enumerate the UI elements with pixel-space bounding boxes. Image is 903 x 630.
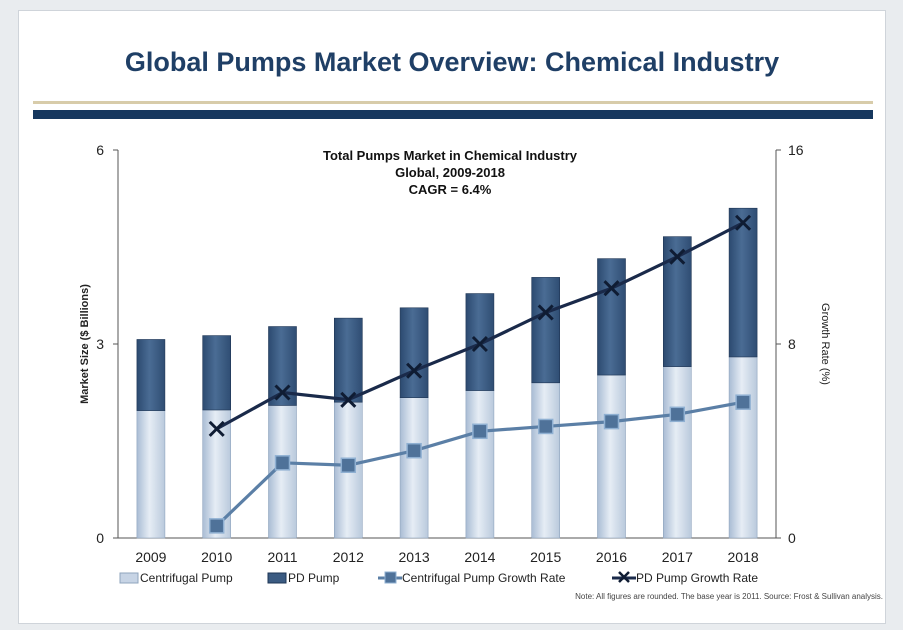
y2-axis-label: Growth Rate (%) bbox=[819, 303, 831, 385]
centrifugal-growth-marker-6 bbox=[603, 413, 620, 430]
x-tick-label-2013: 2013 bbox=[399, 549, 430, 565]
pd-growth-marker-5 bbox=[537, 304, 554, 321]
chart-title: Total Pumps Market in Chemical Industry bbox=[323, 148, 578, 163]
bar-centrifugal-2016 bbox=[597, 374, 626, 539]
centrifugal-growth-marker-7 bbox=[669, 406, 686, 423]
bar-centrifugal-2013 bbox=[399, 397, 429, 539]
legend-swatch-0 bbox=[119, 572, 139, 584]
left-tick-label-0: 0 bbox=[96, 530, 104, 546]
legend-label-0: Centrifugal Pump bbox=[140, 571, 233, 585]
gold-divider bbox=[33, 101, 873, 104]
pd-growth-marker-1 bbox=[274, 384, 291, 401]
left-tick-label-6: 6 bbox=[96, 142, 104, 158]
navy-divider bbox=[33, 110, 873, 119]
bar-centrifugal-2015 bbox=[531, 382, 561, 539]
x-tick-label-2014: 2014 bbox=[464, 549, 495, 565]
bar-pd-2016 bbox=[597, 258, 626, 376]
chart-subtitle-0: Global, 2009-2018 bbox=[395, 165, 505, 180]
bar-centrifugal-2017 bbox=[662, 366, 692, 539]
x-tick-label-2009: 2009 bbox=[135, 549, 166, 565]
legend-label-1: PD Pump bbox=[288, 571, 340, 585]
slide-title: Global Pumps Market Overview: Chemical I… bbox=[124, 47, 780, 77]
centrifugal-growth-marker-8 bbox=[735, 394, 751, 410]
pd-growth-marker-0 bbox=[208, 420, 225, 437]
legend-label-2: Centrifugal Pump Growth Rate bbox=[402, 571, 566, 585]
x-tick-label-2018: 2018 bbox=[728, 549, 759, 565]
centrifugal-growth-marker-5 bbox=[537, 418, 554, 435]
bar-pd-2010 bbox=[202, 335, 231, 411]
right-tick-label-8: 8 bbox=[788, 336, 796, 352]
legend-swatch-2 bbox=[384, 571, 397, 584]
legend-swatch-3 bbox=[618, 571, 630, 583]
x-tick-label-2015: 2015 bbox=[530, 549, 561, 565]
pd-growth-marker-3 bbox=[406, 362, 423, 379]
centrifugal-growth-marker-2 bbox=[340, 457, 357, 473]
y-axis-label: Market Size ($ Billions) bbox=[79, 284, 91, 404]
centrifugal-growth-marker-3 bbox=[406, 442, 422, 459]
bar-centrifugal-2009 bbox=[136, 410, 166, 539]
x-tick-label-2010: 2010 bbox=[201, 549, 232, 565]
legend-label-3: PD Pump Growth Rate bbox=[636, 571, 758, 585]
bar-pd-2012 bbox=[333, 317, 363, 403]
x-tick-label-2012: 2012 bbox=[333, 549, 364, 565]
bar-centrifugal-2018 bbox=[728, 356, 758, 539]
right-tick-label-0: 0 bbox=[788, 530, 796, 546]
bar-pd-2013 bbox=[399, 307, 429, 398]
footnote: Note: All figures are rounded. The base … bbox=[575, 592, 883, 601]
pd-growth-marker-6 bbox=[603, 280, 620, 297]
x-tick-label-2017: 2017 bbox=[662, 549, 693, 565]
centrifugal-growth-marker-1 bbox=[274, 455, 291, 471]
legend-swatch-1 bbox=[267, 572, 287, 584]
left-tick-label-3: 3 bbox=[96, 336, 104, 352]
pd-growth-marker-7 bbox=[669, 248, 686, 265]
bar-pd-2018 bbox=[728, 207, 758, 358]
right-tick-label-16: 16 bbox=[788, 142, 804, 158]
chart-subtitle-1: CAGR = 6.4% bbox=[409, 182, 492, 197]
pd-growth-marker-8 bbox=[735, 214, 752, 231]
bar-pd-2015 bbox=[531, 277, 561, 384]
x-tick-label-2011: 2011 bbox=[267, 549, 297, 565]
centrifugal-growth-marker-4 bbox=[472, 423, 488, 440]
x-tick-label-2016: 2016 bbox=[596, 549, 627, 565]
bar-pd-2009 bbox=[136, 339, 166, 411]
bar-centrifugal-2014 bbox=[465, 390, 495, 539]
centrifugal-growth-marker-0 bbox=[208, 518, 225, 534]
pd-growth-marker-2 bbox=[340, 391, 357, 408]
pd-growth-marker-4 bbox=[471, 335, 488, 353]
